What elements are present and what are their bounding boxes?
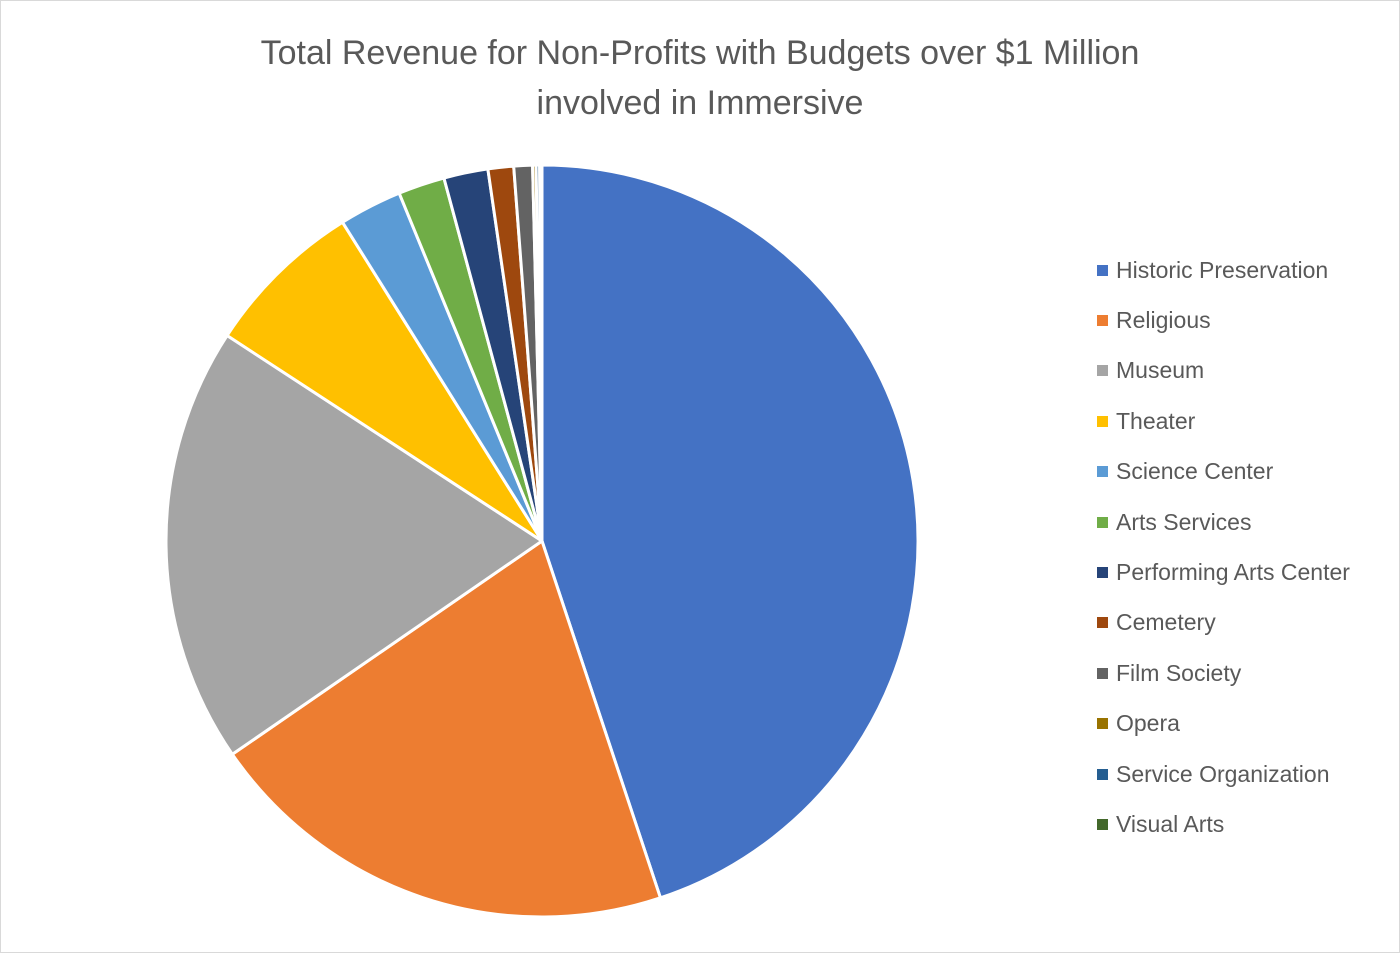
legend-item: Theater: [1097, 396, 1350, 446]
legend-label: Performing Arts Center: [1116, 559, 1350, 586]
chart-title-line-1: Total Revenue for Non-Profits with Budge…: [260, 34, 1140, 72]
chart-legend: Historic Preservation Religious Museum Thea…: [1097, 245, 1350, 850]
legend-swatch: [1097, 466, 1108, 478]
legend-swatch: [1097, 365, 1108, 377]
legend-label: Historic Preservation: [1116, 256, 1329, 283]
legend-item: Religious: [1097, 295, 1350, 345]
legend-label: Cemetery: [1116, 609, 1216, 636]
chart-title-line-2: involved in Immersive: [536, 84, 864, 122]
pie-slice-museum: [164, 334, 544, 756]
legend-label: Film Society: [1116, 659, 1242, 686]
legend-item: Arts Services: [1097, 497, 1350, 547]
legend-swatch: [1097, 264, 1108, 276]
pie-slice-theater: [225, 220, 544, 543]
legend-swatch: [1097, 818, 1108, 830]
legend-swatch: [1097, 567, 1108, 579]
legend-label: Arts Services: [1116, 508, 1252, 535]
legend-swatch: [1097, 516, 1108, 528]
legend-label: Service Organization: [1116, 760, 1330, 787]
legend-label: Opera: [1116, 710, 1180, 737]
legend-item: Opera: [1097, 699, 1350, 749]
legend-label: Religious: [1116, 307, 1211, 334]
legend-swatch: [1097, 617, 1108, 629]
legend-swatch: [1097, 718, 1108, 730]
legend-swatch: [1097, 415, 1108, 427]
legend-swatch: [1097, 667, 1108, 679]
legend-item: Museum: [1097, 346, 1350, 396]
pie-slice-visual-arts: [538, 163, 544, 543]
legend-item: Historic Preservation: [1097, 245, 1350, 295]
pie-slice-religious: [230, 539, 662, 919]
legend-label: Theater: [1116, 407, 1196, 434]
legend-item: Service Organization: [1097, 749, 1350, 799]
legend-swatch: [1097, 315, 1108, 327]
legend-item: Visual Arts: [1097, 799, 1350, 849]
legend-swatch: [1097, 768, 1108, 780]
legend-item: Science Center: [1097, 447, 1350, 497]
legend-item: Film Society: [1097, 648, 1350, 698]
legend-item: Performing Arts Center: [1097, 547, 1350, 597]
pie-slice-historic-preservation: [540, 163, 920, 900]
legend-label: Visual Arts: [1116, 810, 1225, 837]
legend-item: Cemetery: [1097, 598, 1350, 648]
legend-label: Science Center: [1116, 458, 1274, 485]
chart-title: Total Revenue for Non-Profits with Budge…: [0, 28, 1400, 128]
legend-label: Museum: [1116, 357, 1205, 384]
